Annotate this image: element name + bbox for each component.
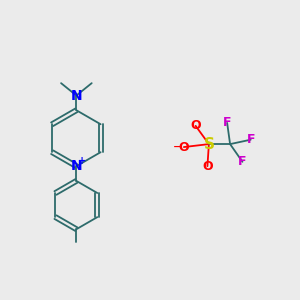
- Text: O: O: [190, 119, 201, 132]
- Text: S: S: [203, 136, 214, 152]
- Text: +: +: [78, 156, 86, 166]
- Text: F: F: [238, 155, 247, 168]
- Text: N: N: [70, 88, 82, 103]
- Text: −: −: [173, 142, 182, 152]
- Text: F: F: [223, 116, 231, 129]
- Text: O: O: [202, 160, 213, 173]
- Text: F: F: [247, 133, 255, 146]
- Text: N: N: [70, 159, 82, 173]
- Text: O: O: [178, 141, 189, 154]
